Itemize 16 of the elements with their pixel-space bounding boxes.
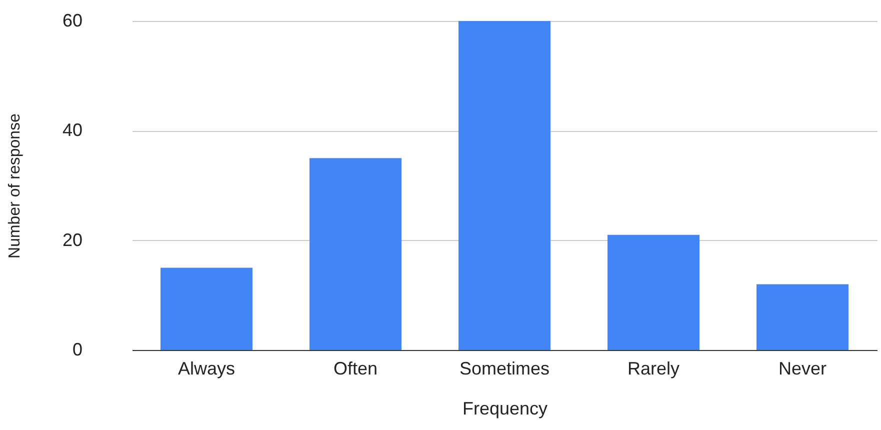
- y-axis-title: Number of response: [6, 113, 24, 258]
- bar: [310, 158, 402, 350]
- x-tick-label: Never: [778, 358, 827, 378]
- x-tick-label: Rarely: [627, 358, 680, 378]
- y-tick-label: 20: [62, 230, 82, 250]
- y-tick-label: 60: [62, 10, 82, 30]
- bar: [608, 234, 700, 350]
- x-tick-label: Sometimes: [459, 358, 550, 378]
- y-tick-label: 40: [62, 120, 82, 140]
- x-tick-label: Always: [178, 358, 236, 378]
- x-tick-label: Often: [333, 358, 378, 378]
- x-axis-title: Frequency: [462, 398, 548, 418]
- bar: [160, 268, 252, 350]
- bar: [756, 284, 848, 350]
- bar: [458, 21, 550, 350]
- y-tick-label: 0: [72, 340, 82, 360]
